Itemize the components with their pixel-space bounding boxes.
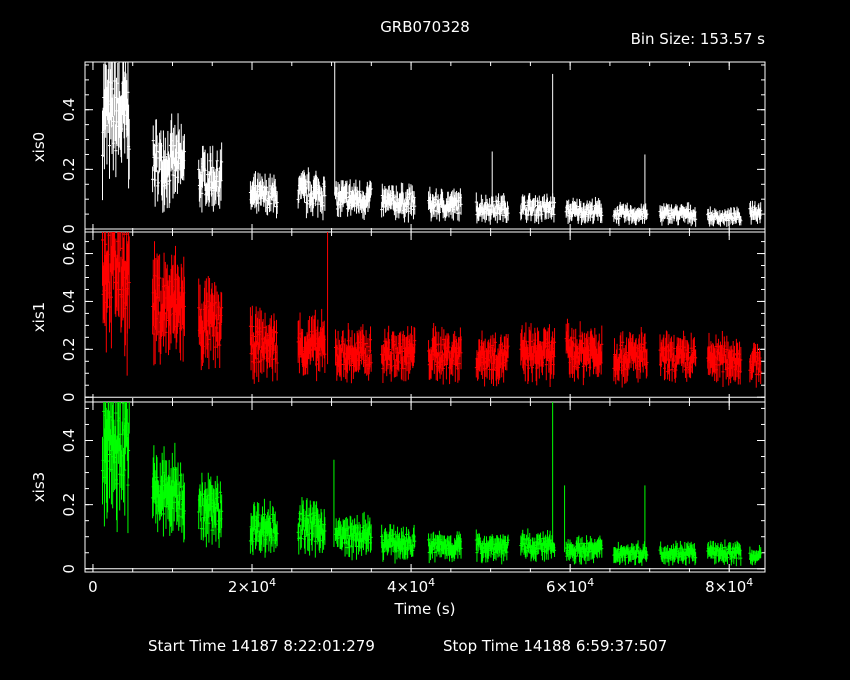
bin-size-label: Bin Size: 153.57 s	[631, 30, 766, 48]
start-time-label: Start Time 14187 8:22:01:279	[148, 637, 375, 655]
y-tick-label: 0.4	[60, 290, 78, 314]
y-tick-label: 0.4	[60, 429, 78, 453]
panel-xis0: 0 0.2 0.4 xis0	[30, 61, 766, 234]
y-tick-label: 0.4	[60, 98, 78, 122]
chart-title: GRB070328	[380, 18, 470, 36]
y-tick-label: 0.2	[60, 337, 78, 361]
y-tick-label: 0	[60, 392, 78, 402]
panel-xis1: 0 0.2 0.4 0.6 xis1	[30, 231, 766, 403]
series-xis0	[100, 62, 763, 227]
x-tick-label: 0	[88, 578, 98, 596]
y-axis-label: xis3	[30, 472, 48, 502]
y-axis-label: xis0	[30, 132, 48, 162]
stop-time-label: Stop Time 14188 6:59:37:507	[443, 637, 667, 655]
y-tick-label: 0.2	[60, 493, 78, 517]
panel-xis3: 0 0.2 0.4 xis3	[30, 401, 766, 574]
y-axis-label: xis1	[30, 302, 48, 332]
y-tick-label: 0.6	[60, 242, 78, 266]
x-tick-label: 8×104	[705, 576, 753, 596]
x-tick-label: 2×104	[228, 576, 276, 596]
y-tick-label: 0	[60, 564, 78, 574]
series-xis1	[100, 232, 763, 388]
panel-frame	[84, 231, 766, 403]
y-tick-label: 0	[60, 224, 78, 234]
y-tick-label: 0.2	[60, 157, 78, 181]
x-axis-label: Time (s)	[394, 600, 456, 618]
panel-frame	[84, 401, 766, 573]
x-tick-label: 6×104	[546, 576, 594, 596]
x-tick-label: 4×104	[387, 576, 435, 596]
series-xis3	[100, 402, 763, 567]
